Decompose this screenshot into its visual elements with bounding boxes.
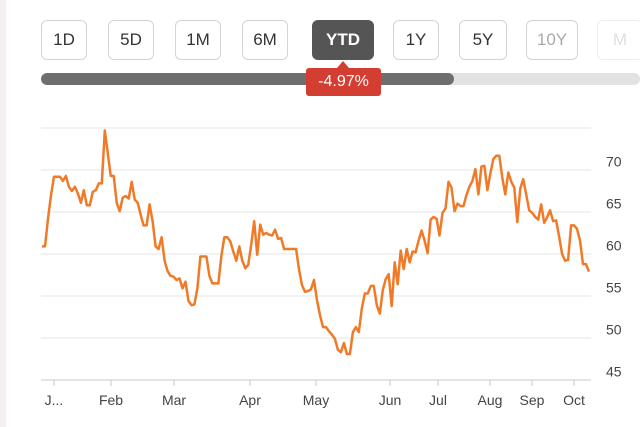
tab-ytd[interactable]: YTD (312, 20, 374, 60)
x-tick-label: Jul (429, 392, 447, 408)
tab-more[interactable]: M (597, 20, 640, 60)
x-tick-label: May (303, 392, 329, 408)
x-tick-label: Feb (99, 392, 123, 408)
x-tick-label: Mar (162, 392, 186, 408)
range-tabs: 1D 5D 1M 6M YTD 1Y 5Y 10Y M (41, 20, 640, 60)
tab-5d[interactable]: 5D (108, 20, 154, 60)
y-tick-label: 50 (606, 322, 622, 338)
window-edge (0, 0, 6, 427)
tab-6m[interactable]: 6M (242, 20, 288, 60)
y-tick-label: 60 (606, 238, 622, 254)
y-tick-label: 55 (606, 280, 622, 296)
x-tick-label: Oct (563, 392, 585, 408)
x-tick-label: J... (45, 392, 64, 408)
tab-1d[interactable]: 1D (41, 20, 87, 60)
x-tick-label: Aug (478, 392, 503, 408)
tab-1y[interactable]: 1Y (393, 20, 439, 60)
y-tick-label: 45 (606, 364, 622, 380)
ytd-change-badge: -4.97% (306, 61, 381, 96)
tab-1m[interactable]: 1M (175, 20, 221, 60)
tab-5y[interactable]: 5Y (459, 20, 507, 60)
price-line (42, 129, 591, 356)
tab-10y[interactable]: 10Y (526, 20, 578, 60)
y-tick-label: 65 (606, 196, 622, 212)
x-tick-label: Jun (379, 392, 402, 408)
x-tick-label: Apr (239, 392, 261, 408)
x-tick-label: Sep (520, 392, 545, 408)
y-tick-label: 70 (606, 154, 622, 170)
